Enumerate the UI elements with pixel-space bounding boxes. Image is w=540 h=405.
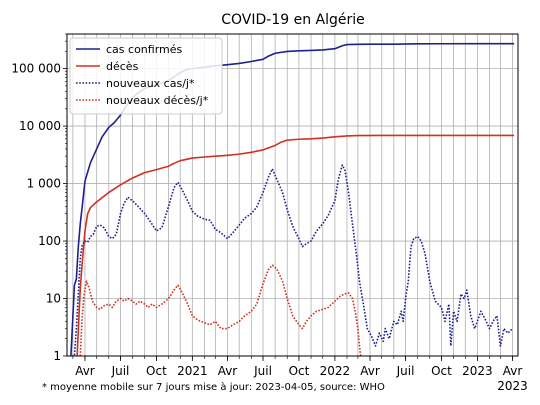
x-tick-label: Avr	[503, 364, 523, 378]
x-tick-label: Avr	[218, 364, 238, 378]
series-line-nouveaux-d-c-s-j	[79, 264, 362, 356]
y-tick-label: 10 000	[19, 119, 61, 133]
x-tick-label: Oct	[431, 364, 452, 378]
legend-label: nouveaux décès/j*	[106, 94, 209, 107]
legend-label: nouveaux cas/j*	[106, 77, 195, 90]
legend-label: cas confirmés	[106, 43, 183, 56]
x-tick-label: Avr	[360, 364, 380, 378]
series-line-d-c-s	[76, 134, 515, 356]
x-tick-label: 2023	[462, 364, 493, 378]
y-tick-label: 1 000	[27, 177, 61, 191]
footnote: * moyenne mobile sur 7 jours mise à jour…	[42, 381, 385, 393]
x-tick-label: 2021	[177, 364, 208, 378]
y-tick-label: 1	[53, 349, 61, 363]
legend-label: décès	[106, 60, 139, 73]
plot-frame	[66, 33, 519, 357]
x-tick-label: Juil	[396, 364, 415, 378]
x-axis: Avr Juil Oct 2021 Avr Juil Oct 2022 Avr Juil Oct 20…	[72, 356, 528, 393]
x-tick-label: Juil	[253, 364, 272, 378]
x-tick-label: Oct	[146, 364, 167, 378]
y-tick-label: 100 000	[11, 62, 61, 76]
legend-box	[69, 37, 223, 115]
x-tick-label: Juil	[111, 364, 130, 378]
x-tick-label: Avr	[75, 364, 95, 378]
legend: cas confirmés décès nouveaux cas/j* nouveau…	[69, 37, 223, 115]
x-tick-label: Oct	[289, 364, 310, 378]
y-axis: 1 10 100 1 000 10 000 100 000	[11, 33, 67, 363]
chart-title: COVID-19 en Algérie	[221, 12, 365, 28]
series-line-nouveaux-cas-j	[72, 164, 514, 356]
x-year-label: 2023	[497, 379, 528, 393]
y-tick-label: 10	[46, 292, 61, 306]
y-tick-label: 100	[38, 234, 61, 248]
x-tick-label: 2022	[320, 364, 351, 378]
